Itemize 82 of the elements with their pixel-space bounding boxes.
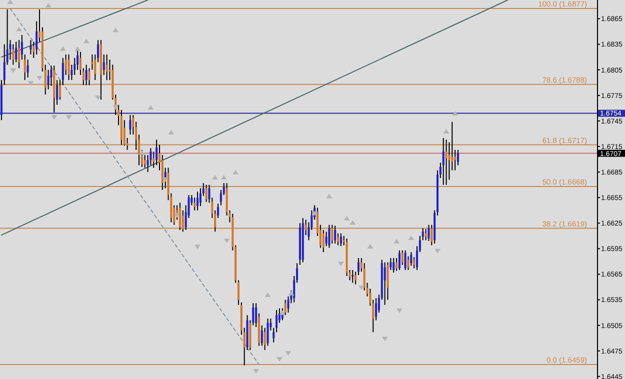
point <box>312 211 318 216</box>
point <box>382 336 388 342</box>
candlestick <box>404 250 406 270</box>
point <box>194 244 201 250</box>
point <box>338 262 344 266</box>
candlestick <box>340 232 342 247</box>
point <box>253 368 260 374</box>
candlestick <box>272 327 275 343</box>
candlestick <box>178 202 182 230</box>
point <box>276 357 282 362</box>
candlestick <box>352 269 354 284</box>
candlestick <box>396 258 398 272</box>
candlestick <box>354 271 357 285</box>
candlestick <box>401 250 404 266</box>
candlestick <box>12 44 14 66</box>
candlestick <box>58 80 62 100</box>
candlestick <box>144 154 146 168</box>
point <box>51 115 58 120</box>
point <box>350 220 356 225</box>
point <box>45 2 52 8</box>
candlestick <box>398 250 400 270</box>
candlestick <box>276 310 278 333</box>
point <box>358 286 364 290</box>
candlestick <box>26 59 29 78</box>
point <box>138 150 145 155</box>
point <box>95 96 102 100</box>
candlestick <box>328 224 330 248</box>
point <box>288 290 294 296</box>
candlestick <box>445 139 448 186</box>
candlestick <box>266 318 269 346</box>
point <box>394 238 400 244</box>
point <box>148 105 154 110</box>
point <box>396 308 402 314</box>
candlestick <box>392 258 395 274</box>
point <box>112 104 119 110</box>
point <box>28 81 34 86</box>
point <box>285 351 292 356</box>
candlestick <box>260 324 263 346</box>
candlestick <box>410 252 412 266</box>
point <box>367 244 374 248</box>
candlestick <box>304 219 307 236</box>
candlestick <box>442 137 444 186</box>
candlestick <box>120 109 122 146</box>
candlestick <box>196 191 199 211</box>
point <box>66 115 72 120</box>
candlestick <box>384 262 386 306</box>
candlestick <box>334 225 336 244</box>
candlestick <box>47 69 50 90</box>
candlestick <box>205 184 208 202</box>
candlestick <box>322 229 324 253</box>
candlestick <box>85 64 88 86</box>
point <box>74 46 81 51</box>
point <box>279 310 286 315</box>
candlestick <box>30 40 32 56</box>
candlestick <box>129 114 132 136</box>
candlestick <box>50 65 52 87</box>
point <box>16 26 22 32</box>
point <box>344 216 350 220</box>
point <box>264 292 271 298</box>
candlestick <box>357 258 360 276</box>
point <box>452 111 458 116</box>
point <box>174 213 180 218</box>
point <box>168 130 174 134</box>
candlestick <box>375 298 378 321</box>
candlestick <box>424 228 427 241</box>
point <box>408 235 414 240</box>
candlestick <box>68 54 70 81</box>
point <box>434 248 441 254</box>
candlestick <box>15 41 18 63</box>
point <box>60 46 66 51</box>
point <box>232 170 239 174</box>
candlestick <box>428 224 430 242</box>
candlestick <box>62 57 64 86</box>
candlestick <box>284 299 286 316</box>
point <box>443 129 450 134</box>
candlestick <box>454 149 456 171</box>
point <box>112 28 119 32</box>
point <box>36 76 43 81</box>
candlestick <box>106 54 108 81</box>
candlestick <box>331 224 334 244</box>
candlestick <box>24 54 26 81</box>
point <box>224 238 230 244</box>
